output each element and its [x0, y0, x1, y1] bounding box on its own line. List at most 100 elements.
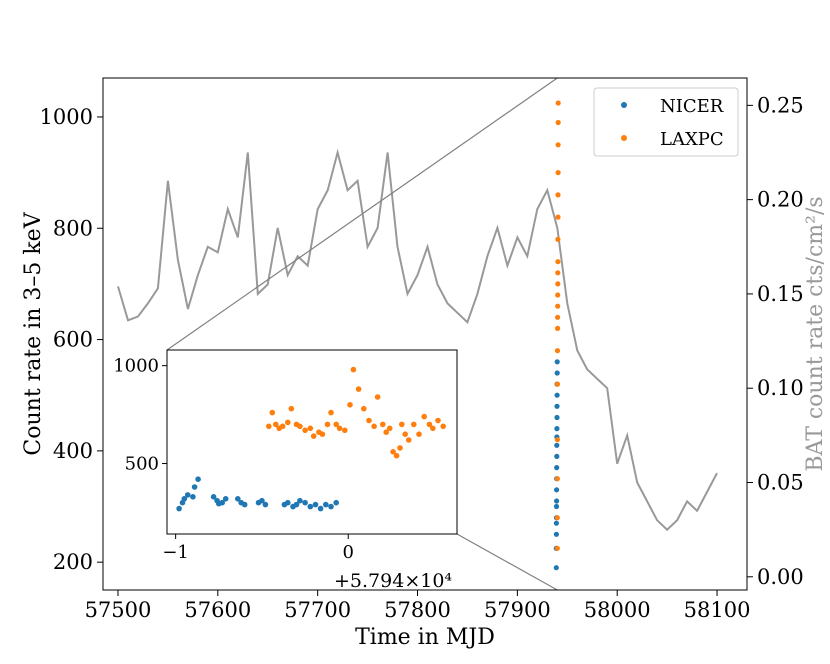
- laxpc-point: [555, 314, 561, 320]
- laxpc-point: [555, 292, 561, 298]
- x-tick-label: 57800: [384, 598, 451, 622]
- nicer-point: [554, 359, 560, 365]
- y-tick-label: 200: [53, 550, 93, 574]
- inset-laxpc-point: [386, 425, 393, 432]
- inset-laxpc-point: [333, 421, 340, 428]
- inset-laxpc-point: [342, 427, 348, 434]
- inset-laxpc-point: [288, 405, 295, 412]
- inset-laxpc-point: [273, 421, 279, 428]
- inset-laxpc-point: [347, 402, 353, 408]
- x-axis-label: Time in MJD: [355, 625, 495, 650]
- y-tick-label: 1000: [40, 105, 93, 129]
- laxpc-point: [554, 515, 560, 521]
- inset-laxpc-point: [307, 425, 314, 432]
- inset-laxpc-point: [269, 409, 276, 416]
- inset-laxpc-point: [285, 419, 291, 426]
- inset-laxpc-point: [390, 449, 396, 455]
- inset-nicer-point: [262, 501, 269, 508]
- nicer-point: [554, 498, 560, 504]
- zoom-line-bottom: [456, 533, 558, 591]
- main-points: [553, 100, 561, 571]
- laxpc-point: [554, 545, 560, 551]
- nicer-point: [553, 565, 559, 571]
- laxpc-point: [555, 303, 561, 309]
- inset-laxpc-point: [302, 427, 308, 434]
- nicer-point: [554, 442, 560, 448]
- inset-nicer-point: [184, 492, 191, 498]
- y-tick-label: 400: [53, 439, 93, 463]
- inset-nicer-point: [195, 476, 201, 483]
- laxpc-point: [554, 381, 561, 387]
- inset-axes-ticks: −1 0 500 1000: [113, 356, 354, 563]
- inset-nicer-point: [241, 501, 248, 508]
- legend-laxpc-marker: [621, 135, 627, 141]
- inset-laxpc-point: [297, 423, 303, 430]
- y2-axis-label: BAT count rate cts/cm²/s: [803, 196, 828, 471]
- main-axes-ticks: 57500 57600 57700 57800 57900 58000 58100 200 40…: [40, 93, 804, 622]
- inset-laxpc-point: [435, 417, 441, 424]
- inset-laxpc-point: [383, 429, 390, 436]
- y2-tick-label: 0.00: [757, 565, 804, 589]
- inset-laxpc-point: [319, 431, 326, 438]
- inset-laxpc-point: [374, 394, 381, 400]
- inset-nicer-point: [259, 497, 265, 504]
- inset-nicer-point: [285, 499, 291, 506]
- inset-y-tick-label: 1000: [113, 356, 159, 377]
- bat-series-line: [117, 148, 718, 532]
- inset-laxpc-point: [266, 423, 272, 430]
- nicer-point: [554, 487, 560, 493]
- x-tick-label: 57500: [85, 598, 152, 622]
- laxpc-point: [554, 476, 561, 482]
- inset-laxpc-point: [421, 413, 428, 420]
- inset-nicer-point: [219, 499, 225, 506]
- inset-laxpc-point: [397, 445, 403, 451]
- inset-laxpc-point: [402, 431, 409, 438]
- inset-nicer-point: [176, 505, 182, 512]
- y2-tick-label: 0.15: [757, 282, 804, 306]
- nicer-point: [554, 453, 560, 459]
- inset-laxpc-point: [430, 425, 436, 432]
- laxpc-point: [555, 259, 561, 265]
- inset-laxpc-point: [411, 421, 417, 428]
- inset-nicer-point: [323, 501, 329, 508]
- inset-laxpc-point: [350, 366, 357, 373]
- legend-laxpc-label: LAXPC: [660, 129, 724, 150]
- inset-laxpc-point: [324, 421, 331, 428]
- laxpc-point: [555, 270, 561, 276]
- laxpc-point: [555, 325, 561, 331]
- laxpc-point: [555, 100, 561, 106]
- laxpc-point: [554, 348, 561, 354]
- inset-x-tick-label: −1: [162, 542, 189, 563]
- x-tick-label: 58000: [584, 598, 651, 622]
- inset-laxpc-point: [336, 425, 343, 432]
- inset-nicer-point: [222, 496, 229, 502]
- y2-tick-label: 0.10: [757, 376, 804, 400]
- y-tick-label: 800: [53, 216, 93, 240]
- laxpc-point: [555, 236, 561, 242]
- legend-box: [593, 87, 739, 157]
- zoom-indicator-lines: [166, 77, 558, 591]
- y2-tick-label: 0.25: [757, 93, 804, 117]
- nicer-point: [553, 503, 560, 510]
- laxpc-point: [555, 281, 561, 287]
- inset-laxpc-point: [440, 423, 447, 430]
- inset-laxpc-point: [426, 421, 433, 428]
- inset-laxpc-point: [279, 423, 286, 430]
- y2-tick-label: 0.20: [757, 188, 804, 212]
- inset-nicer-point: [235, 496, 241, 502]
- zoom-line-top: [166, 77, 558, 351]
- legend: NICER LAXPC: [593, 87, 739, 157]
- inset-laxpc-point: [366, 417, 372, 424]
- inset-x-offset-label: +5.794×10⁴: [334, 570, 452, 592]
- y-axis-label: Count rate in 3–5 keV: [21, 211, 46, 455]
- x-tick-label: 57600: [184, 598, 251, 622]
- inset-nicer-point: [181, 496, 188, 502]
- inset-laxpc-point: [393, 452, 400, 459]
- nicer-point: [553, 520, 560, 526]
- inset-nicer-point: [210, 494, 217, 500]
- inset-points: [176, 366, 447, 512]
- inset-nicer-point: [190, 494, 196, 500]
- nicer-point: [554, 403, 560, 409]
- laxpc-point: [555, 170, 561, 176]
